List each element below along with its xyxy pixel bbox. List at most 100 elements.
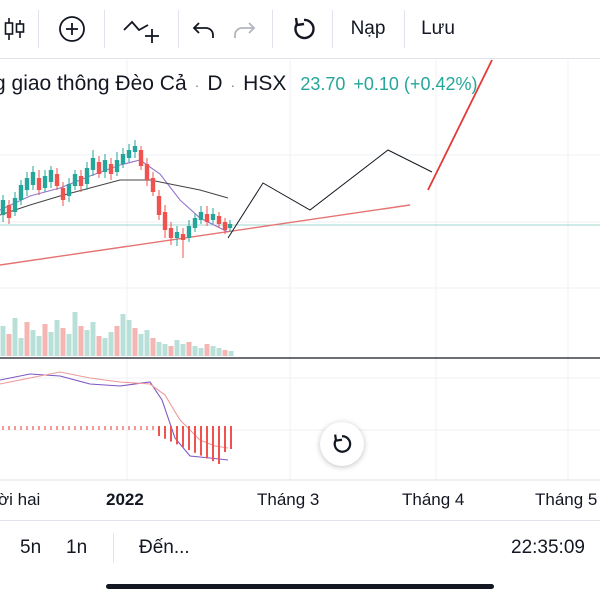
volume-bar — [42, 324, 48, 356]
macd-histogram-bar — [164, 426, 166, 439]
macd-histogram-bar — [218, 426, 220, 464]
volume-bar — [0, 326, 6, 356]
bottom-toolbar: 5n 1n Đến... 22:35:09 — [0, 520, 600, 577]
exchange-label: HSX — [243, 72, 287, 95]
legend-separator-2: · — [230, 77, 236, 93]
candle-body — [138, 150, 144, 166]
volume-bar — [192, 346, 198, 356]
goto-date-button[interactable]: Đến... — [139, 537, 190, 558]
macd-histogram-bar — [86, 426, 88, 430]
chart-type-button[interactable] — [0, 0, 30, 58]
support-trendline[interactable] — [0, 204, 411, 266]
breakout-trendline[interactable] — [427, 59, 493, 191]
volume-bar — [90, 322, 96, 356]
macd-histogram-bar — [8, 426, 10, 430]
scroll-to-realtime-button[interactable] — [320, 422, 364, 466]
load-layout-button[interactable]: Nạp — [350, 18, 386, 39]
macd-histogram-bar — [116, 426, 118, 430]
volume-bar — [126, 320, 132, 356]
volume-bar — [36, 336, 42, 356]
volume-bar — [6, 334, 12, 356]
volume-bar — [204, 344, 210, 356]
chart-grid — [0, 60, 600, 480]
volume-bar — [162, 344, 168, 356]
candle-body — [114, 160, 120, 172]
redo-button[interactable] — [226, 0, 262, 58]
macd-histogram-bar — [92, 426, 94, 430]
home-indicator — [106, 584, 494, 589]
candle-body — [156, 196, 162, 215]
candle-body — [0, 200, 6, 215]
volume-bar — [102, 338, 108, 356]
candle-body — [102, 160, 108, 172]
macd-histogram-bar — [38, 426, 40, 430]
candle-body — [18, 185, 24, 200]
macd-histogram-bar — [122, 426, 124, 430]
macd-histogram-bar — [212, 426, 214, 462]
volume-bar — [96, 336, 102, 356]
candle-body — [204, 214, 210, 222]
candle-body — [162, 212, 168, 230]
range-1d-button[interactable]: 1n — [66, 537, 88, 558]
legend-separator: · — [194, 77, 200, 93]
candle-body — [120, 154, 126, 164]
candle-body — [150, 178, 156, 192]
volume-bar — [12, 318, 18, 356]
volume-bar — [120, 314, 126, 356]
candle-body — [186, 226, 192, 238]
candle-body — [60, 188, 66, 200]
add-indicator-button[interactable] — [48, 0, 96, 58]
volume-bar — [66, 334, 72, 356]
volume-bar — [186, 342, 192, 356]
candle-body — [30, 172, 36, 185]
range-5d-button[interactable]: 5n — [20, 537, 42, 558]
candle-body — [192, 218, 198, 228]
macd-histogram-bar — [62, 426, 64, 430]
candle-body — [227, 224, 233, 228]
signal-line — [0, 371, 229, 449]
volume-bar — [72, 312, 78, 356]
candle-body — [72, 174, 78, 186]
candle-body — [216, 216, 222, 224]
volume-bars — [0, 312, 234, 356]
volume-bar — [198, 348, 204, 356]
macd-histogram-bar — [176, 426, 178, 445]
candle-body — [222, 222, 228, 230]
time-axis-label: Tháng 3 — [257, 490, 320, 509]
clock-label: 22:35:09 — [511, 537, 585, 558]
save-layout-button[interactable]: Lưu — [421, 18, 455, 39]
candle-body — [198, 212, 204, 220]
toolbar: Nạp Lưu — [0, 0, 600, 58]
macd-histogram-bar — [74, 426, 76, 430]
volume-bar — [78, 326, 84, 356]
volume-bar — [84, 330, 90, 356]
candle-body — [42, 176, 48, 188]
time-axis-label: Tháng 5 — [535, 490, 598, 509]
drawing-tools-button[interactable] — [112, 0, 170, 58]
volume-bar — [174, 340, 180, 356]
volume-bar — [210, 346, 216, 356]
macd-histogram-bar — [98, 426, 100, 430]
symbol-name: g giao thông Đèo Cả — [0, 72, 187, 95]
price-chart[interactable] — [0, 0, 600, 520]
refresh-icon — [333, 434, 352, 453]
symbol-legend[interactable]: g giao thông Đèo Cả · D · HSX 23.70 +0.1… — [0, 72, 477, 100]
candle-body — [84, 168, 90, 184]
volume-bar — [18, 338, 24, 356]
macd-histogram-bar — [140, 426, 142, 430]
projection-path[interactable] — [227, 149, 433, 239]
candle-body — [180, 234, 186, 240]
macd-histogram-bar — [230, 426, 232, 449]
macd-histogram-bar — [104, 426, 106, 430]
candle-body — [24, 178, 30, 190]
volume-bar — [144, 330, 150, 356]
macd-histogram-bar — [128, 426, 130, 430]
last-price: 23.70 — [300, 74, 346, 94]
reset-chart-button[interactable] — [282, 0, 326, 58]
undo-button[interactable] — [186, 0, 222, 58]
time-axis-label: 2022 — [106, 490, 144, 509]
macd-histogram-bar — [56, 426, 58, 430]
volume-bar — [228, 351, 234, 356]
macd-histogram-bar — [80, 426, 82, 430]
candle-body — [48, 170, 54, 182]
